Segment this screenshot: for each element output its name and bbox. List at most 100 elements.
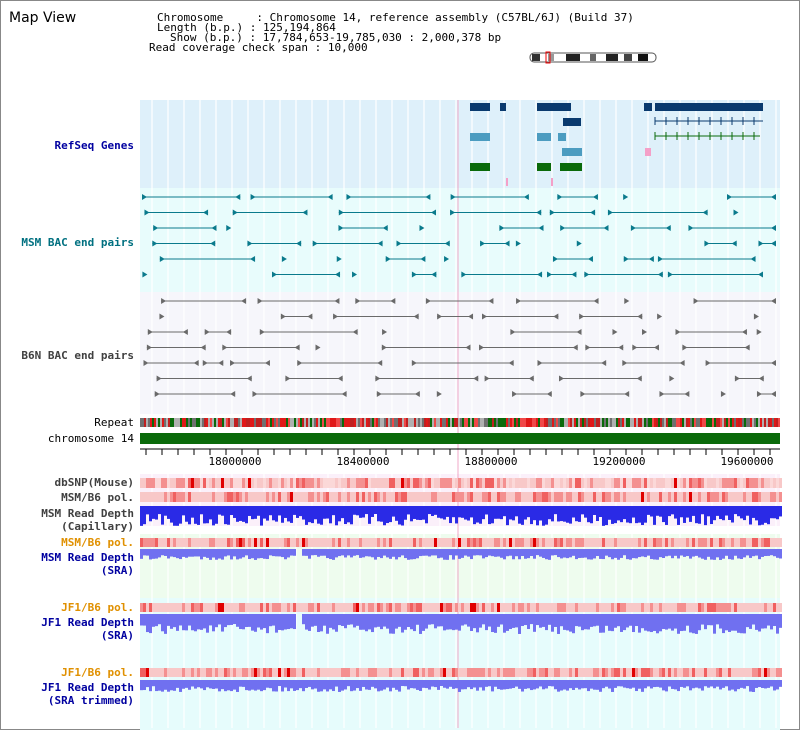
depth-bar [284, 549, 287, 560]
bac-end-marker [202, 360, 208, 366]
repeat-segment [408, 418, 410, 427]
repeat-segment [470, 418, 472, 427]
heat-cell [341, 538, 344, 547]
repeat-segment [606, 418, 608, 427]
depth-bar [230, 549, 233, 560]
depth-bar [305, 549, 308, 556]
heat-cell [356, 668, 359, 677]
heat-cell [626, 603, 629, 612]
bac-end-marker [247, 240, 253, 247]
heat-cell [311, 478, 314, 488]
depth-bar [614, 506, 617, 524]
heat-cell [758, 478, 761, 488]
bac-end-marker [669, 375, 675, 382]
heat-cell [617, 603, 620, 612]
depth-bar [557, 549, 560, 558]
heat-cell [314, 603, 317, 612]
heat-cell [725, 478, 728, 488]
depth-bar [671, 614, 674, 631]
depth-bar [566, 506, 569, 523]
depth-bar [572, 614, 575, 634]
depth-bar [548, 680, 551, 687]
depth-bar [464, 614, 467, 625]
heat-cell [746, 478, 749, 488]
heat-cell [458, 492, 461, 502]
heat-cell [584, 492, 587, 502]
heat-cell [413, 492, 416, 502]
depth-bar [458, 614, 461, 631]
depth-bar [455, 549, 458, 556]
heat-cell [683, 668, 686, 677]
depth-bar [740, 506, 743, 519]
heat-cell [230, 668, 233, 677]
depth-bar [224, 614, 227, 628]
heat-cell [266, 668, 269, 677]
heat-cell [761, 478, 764, 488]
depth-bar [206, 549, 209, 558]
heat-cell [728, 603, 731, 612]
heat-cell [212, 668, 215, 677]
bac-end-marker [538, 225, 544, 231]
depth-bar [308, 680, 311, 687]
heat-cell [491, 668, 494, 677]
repeat-segment [388, 418, 390, 427]
repeat-segment [768, 418, 770, 427]
repeat-segment [732, 418, 734, 427]
heat-cell [338, 478, 341, 488]
heat-cell [527, 478, 530, 488]
depth-bar [560, 549, 563, 559]
repeat-segment [342, 418, 344, 427]
heat-cell [296, 492, 299, 502]
repeat-segment [546, 418, 548, 427]
heat-cell [455, 492, 458, 502]
heat-cell [266, 538, 269, 547]
repeat-segment [516, 418, 518, 427]
depth-bar [692, 614, 695, 634]
depth-bar [236, 680, 239, 692]
depth-bar [176, 549, 179, 559]
depth-bar [242, 549, 245, 558]
heat-cell [731, 603, 734, 612]
bac-end-marker [296, 240, 302, 247]
heat-cell [530, 668, 533, 677]
depth-bar [665, 680, 668, 692]
repeat-segment [474, 418, 476, 427]
heat-cell [593, 668, 596, 677]
heat-cell [176, 603, 179, 612]
heat-cell [590, 603, 593, 612]
heat-cell [758, 603, 761, 612]
depth-bar [683, 549, 686, 557]
depth-bar [272, 614, 275, 626]
depth-bar [278, 549, 281, 557]
heat-cell [515, 538, 518, 547]
refseq-track-label[interactable]: RefSeq Genes [54, 139, 134, 152]
heat-cell [620, 478, 623, 488]
depth-bar [476, 506, 479, 523]
heat-cell [428, 478, 431, 488]
heat-cell [410, 538, 413, 547]
depth-bar [554, 614, 557, 627]
depth-bar [749, 614, 752, 629]
depth-bar [236, 506, 239, 522]
depth-bar [680, 549, 683, 556]
heat-cell [356, 538, 359, 547]
b6n-bac-track-label[interactable]: B6N BAC end pairs [21, 349, 134, 362]
heat-cell [458, 603, 461, 612]
depth-bar [290, 506, 293, 523]
heat-cell [578, 478, 581, 488]
heat-cell [425, 668, 428, 677]
heat-cell [428, 538, 431, 547]
depth-bar [359, 680, 362, 691]
heat-cell [509, 478, 512, 488]
heat-cell [413, 478, 416, 488]
depth-bar [320, 680, 323, 692]
heat-cell [617, 492, 620, 502]
heat-cell [524, 538, 527, 547]
heat-cell [224, 603, 227, 612]
msm-bac-track-label[interactable]: MSM BAC end pairs [21, 236, 134, 249]
refseq-gene-track[interactable] [470, 103, 763, 186]
depth-bar [647, 549, 650, 556]
msm-bac-track[interactable] [142, 194, 776, 278]
b6n-bac-track[interactable] [143, 298, 776, 397]
heat-cell [536, 538, 539, 547]
